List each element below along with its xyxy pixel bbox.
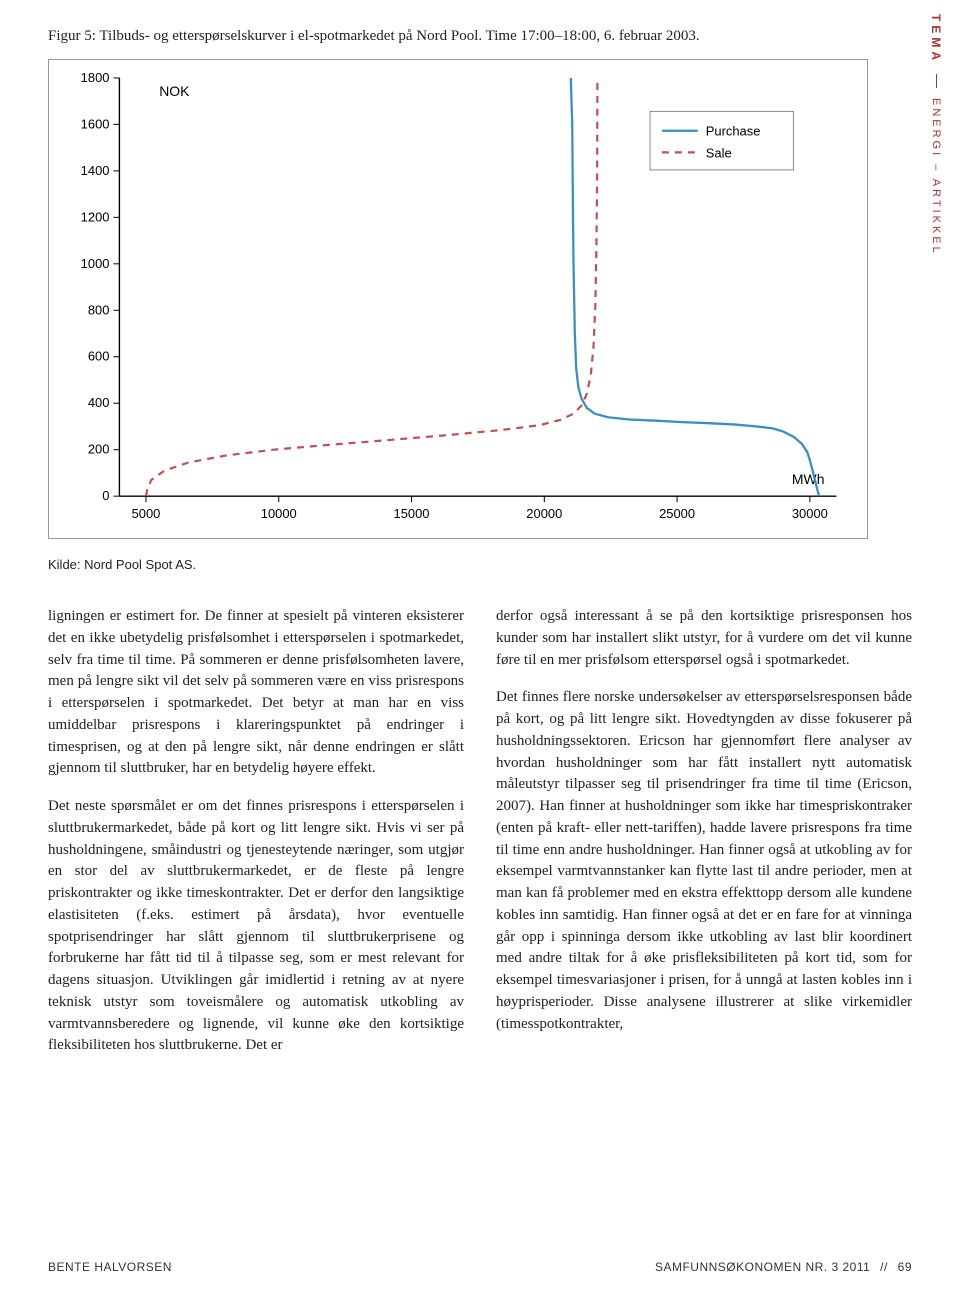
svg-text:1600: 1600 xyxy=(81,116,110,131)
chart-source: Kilde: Nord Pool Spot AS. xyxy=(48,557,912,572)
footer-sep: // xyxy=(880,1260,888,1274)
svg-text:15000: 15000 xyxy=(394,506,430,521)
svg-text:25000: 25000 xyxy=(659,506,695,521)
svg-text:1400: 1400 xyxy=(81,163,110,178)
figure-caption: Figur 5: Tilbuds- og etterspørselskurver… xyxy=(48,28,912,45)
svg-text:MWh: MWh xyxy=(792,471,825,487)
svg-text:0: 0 xyxy=(102,488,109,503)
svg-text:200: 200 xyxy=(88,442,110,457)
footer-page: 69 xyxy=(898,1260,912,1274)
footer-issue: NR. 3 2011 xyxy=(805,1260,870,1274)
svg-text:5000: 5000 xyxy=(132,506,161,521)
svg-text:30000: 30000 xyxy=(792,506,828,521)
footer-right: SAMFUNNSØKONOMEN NR. 3 2011 // 69 xyxy=(655,1260,912,1274)
side-divider xyxy=(936,74,937,88)
paragraph: derfor også interessant å se på den kort… xyxy=(496,606,912,671)
svg-text:800: 800 xyxy=(88,302,110,317)
svg-text:20000: 20000 xyxy=(526,506,562,521)
svg-text:400: 400 xyxy=(88,395,110,410)
svg-text:1200: 1200 xyxy=(81,209,110,224)
page-footer: BENTE HALVORSEN SAMFUNNSØKONOMEN NR. 3 2… xyxy=(48,1260,912,1274)
side-label: TEMA ENERGI – ARTIKKEL xyxy=(926,14,946,256)
column-right: derfor også interessant å se på den kort… xyxy=(496,606,912,1073)
svg-text:NOK: NOK xyxy=(159,83,190,99)
svg-text:600: 600 xyxy=(88,349,110,364)
footer-author: BENTE HALVORSEN xyxy=(48,1260,172,1274)
paragraph: ligningen er estimert for. De finner at … xyxy=(48,606,464,780)
chart-svg: 0 200 400 600 800 1000 1200 1400 1600 1800 5000 100… xyxy=(49,60,867,538)
column-left: ligningen er estimert for. De finner at … xyxy=(48,606,464,1073)
chart-frame: 0 200 400 600 800 1000 1200 1400 1600 1800 5000 100… xyxy=(48,59,868,539)
svg-text:10000: 10000 xyxy=(261,506,297,521)
svg-text:1000: 1000 xyxy=(81,256,110,271)
side-sub: ENERGI – ARTIKKEL xyxy=(930,98,942,256)
paragraph: Det neste spørsmålet er om det finnes pr… xyxy=(48,796,464,1057)
side-tema: TEMA xyxy=(929,14,943,64)
svg-text:Purchase: Purchase xyxy=(706,124,761,139)
body-columns: ligningen er estimert for. De finner at … xyxy=(48,606,912,1073)
paragraph: Det finnes flere norske undersøkelser av… xyxy=(496,687,912,1035)
svg-text:1800: 1800 xyxy=(81,70,110,85)
footer-magazine: SAMFUNNSØKONOMEN xyxy=(655,1260,802,1274)
svg-text:Sale: Sale xyxy=(706,145,732,160)
